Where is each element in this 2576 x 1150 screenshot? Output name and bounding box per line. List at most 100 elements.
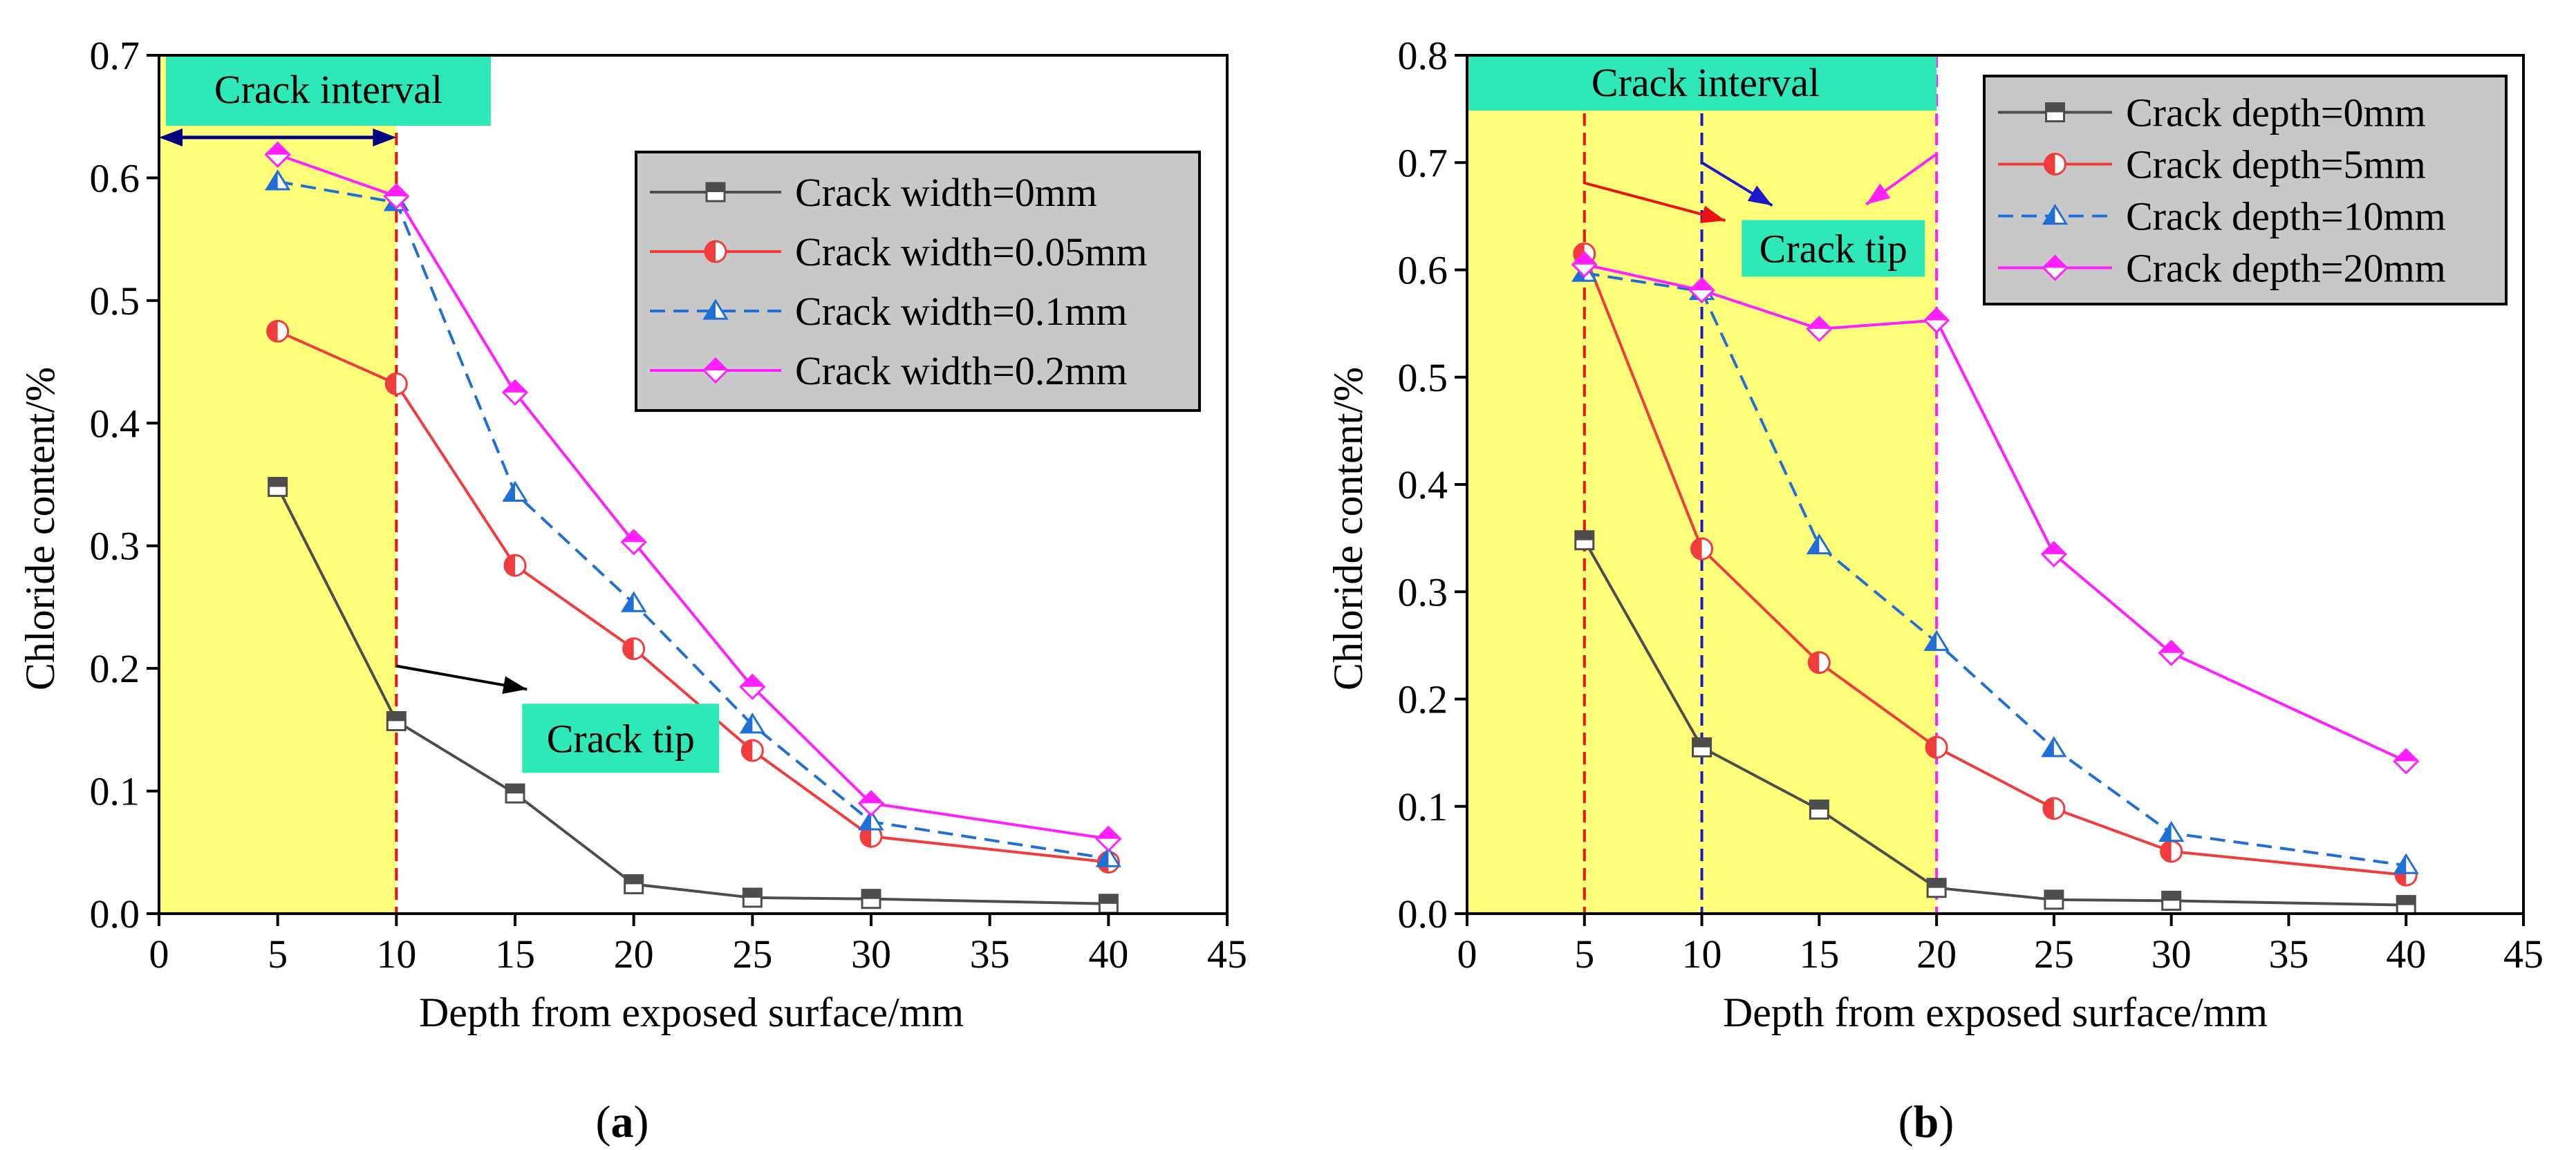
panel-b-series-3-point-2-fill xyxy=(1807,317,1831,329)
panel-a-series-3-point-5-fill xyxy=(859,791,883,804)
panel-a-ytick-label-4: 0.4 xyxy=(90,401,140,446)
panel-a-annotation-0-text: Crack interval xyxy=(214,67,442,112)
panel-b-ytick-label-4: 0.4 xyxy=(1398,462,1448,507)
panel-a-annotation-0: Crack interval xyxy=(166,54,491,126)
panel-b-xtick-label-9: 45 xyxy=(2503,932,2544,977)
panel-a: Crack interval Crack tip 0 5 10 15 20 25 30 35 40 4… xyxy=(17,33,1247,1147)
panel-b-series-1-point-1-fill xyxy=(1691,538,1702,560)
panel-b-legend-marker-3-fill xyxy=(2043,256,2067,268)
panel-a-label-letter: a xyxy=(611,1097,634,1147)
panel-b-ytick-label-2: 0.2 xyxy=(1398,677,1448,722)
panel-a-plot-area: Crack interval Crack tip 0 5 10 15 20 25 30 35 40 4… xyxy=(90,33,1248,977)
panel-b-series-1-point-2-fill xyxy=(1809,652,1820,673)
panel-b-ytick-label-6: 0.6 xyxy=(1398,248,1448,293)
panel-b-series-0-point-3-fill xyxy=(1928,878,1946,888)
panel-a-series-1-point-0-fill xyxy=(267,321,278,342)
panel-b-ytick-label-1: 0.1 xyxy=(1398,784,1448,829)
panel-a-series-1-point-2-fill xyxy=(505,555,515,576)
panel-a-ytick-label-5: 0.5 xyxy=(90,279,140,323)
panel-a-arrow-0-head xyxy=(502,676,528,695)
panel-a-ytick-label-6: 0.6 xyxy=(90,155,140,200)
panel-a-series-0-point-6-fill xyxy=(1099,894,1118,904)
panel-b-label: (b) xyxy=(1898,1097,1954,1147)
panel-b-arrow-0 xyxy=(1584,181,1726,223)
panel-b-legend: Crack depth=0mm Crack depth=5mm Crack dept… xyxy=(1983,75,2508,305)
panel-b: Crack interval Crack tip 0 5 10 15 20 25 30 35 40 4… xyxy=(1325,33,2544,1147)
panel-a-legend-label-2: Crack width=0.1mm xyxy=(795,289,1128,334)
panel-a-arrow-1 xyxy=(159,128,397,147)
panel-a-legend-marker-1-fill xyxy=(705,241,716,262)
panel-a-series-0-point-1-fill xyxy=(387,712,406,722)
panel-a-annotation-1: Crack tip xyxy=(522,704,720,773)
panel-b-legend-marker-1-fill xyxy=(2044,153,2055,175)
panel-b-series-1-point-3-fill xyxy=(1926,737,1937,758)
panel-a-series-2-point-3-fill xyxy=(622,593,634,612)
panel-b-series-3-point-3-fill xyxy=(1925,308,1949,321)
panel-b-series-2-point-2-fill xyxy=(1808,535,1820,554)
panel-b-annotation-0-text: Crack interval xyxy=(1592,60,1820,105)
panel-b-series-2-point-6-fill xyxy=(2395,855,2407,874)
panel-a-series-1-point-1-fill xyxy=(386,373,397,395)
panel-b-arrow-2 xyxy=(1865,153,1938,206)
panel-a-series-0-point-0-fill xyxy=(268,478,287,487)
panel-b-xtick-label-1: 5 xyxy=(1574,932,1594,977)
panel-b-series-0-point-1-fill xyxy=(1692,738,1711,748)
panel-b-series-2-point-4-fill xyxy=(2042,738,2054,757)
panel-b-series-0-point-2-fill xyxy=(1810,800,1829,810)
panel-a-series-0-point-3-fill xyxy=(624,875,643,885)
panel-b-annotation-0-box xyxy=(1467,55,1937,111)
panel-b-series-2-point-3-fill xyxy=(1925,632,1937,650)
panel-a-legend-label-3: Crack width=0.2mm xyxy=(795,348,1128,393)
panel-a-series-3-point-0-fill xyxy=(265,142,290,155)
panel-b-legend-label-2: Crack depth=10mm xyxy=(2126,194,2446,239)
panel-a-annotation-1-text: Crack tip xyxy=(547,716,695,761)
panel-a-series-3 xyxy=(264,141,1122,852)
panel-b-series-3-point-0-fill xyxy=(1572,252,1596,265)
panel-a-series-2-point-4-fill xyxy=(741,714,753,733)
panel-a-legend-marker-3-fill xyxy=(704,359,727,370)
panel-a-label: (a) xyxy=(596,1097,649,1147)
panel-a-ytick-label-2: 0.2 xyxy=(90,646,140,691)
panel-b-label-letter: b xyxy=(1914,1097,1939,1147)
panel-a-series-0-line xyxy=(276,486,1109,905)
panel-a-xlabel: Depth from exposed surface/mm xyxy=(419,990,964,1035)
panel-a-series-1 xyxy=(266,319,1120,874)
panel-b-annotation-1-text: Crack tip xyxy=(1760,226,1907,271)
panel-b-series-2-point-5-fill xyxy=(2160,822,2172,841)
panel-b-ytick-label-7: 0.7 xyxy=(1398,140,1448,185)
panel-a-annotation-1-box xyxy=(522,704,720,773)
panel-a-series-1-point-5-fill xyxy=(861,826,871,847)
panel-a-series-3-point-3-fill xyxy=(622,530,646,543)
panel-b-xtick-label-3: 15 xyxy=(1799,932,1839,977)
panel-b-xtick-label-0: 0 xyxy=(1457,932,1477,977)
panel-b-legend-marker-0-fill xyxy=(2046,103,2064,113)
panel-a-series-2-point-5-fill xyxy=(860,811,871,830)
panel-a-legend-marker-2-fill xyxy=(704,301,716,319)
panel-b-annotation-1: Crack tip xyxy=(1742,220,1925,277)
panel-a-annotation-0-box xyxy=(166,54,491,126)
panel-a-series-3-point-4-fill xyxy=(740,675,765,687)
panel-a-xtick-label-7: 35 xyxy=(970,932,1010,977)
panel-b-series-0-point-5-fill xyxy=(2162,892,2181,901)
panel-a-series-0-point-5-fill xyxy=(862,889,880,899)
panel-b-arrow-0-head xyxy=(1700,205,1726,223)
panel-a-series-1-point-3-fill xyxy=(623,638,634,659)
panel-b-arrow-2-head xyxy=(1866,183,1891,205)
panel-a-ytick-label-3: 0.3 xyxy=(90,524,140,569)
panel-b-series-0 xyxy=(1574,530,2416,916)
panel-a-legend-label-0: Crack width=0mm xyxy=(795,170,1097,215)
panel-a-series-0-point-4-fill xyxy=(743,888,762,898)
panel-a-ytick-label-1: 0.1 xyxy=(90,769,140,814)
panel-b-series-3-point-4-fill xyxy=(2042,542,2066,554)
panel-a-xtick-label-0: 0 xyxy=(149,932,169,977)
panel-b-series-3-point-6-fill xyxy=(2394,749,2418,762)
panel-a-series-2-point-2-fill xyxy=(504,482,515,501)
panel-a-axes-frame xyxy=(158,54,1229,915)
panel-b-series-3 xyxy=(1571,251,2420,775)
panel-a-series-1-point-4-fill xyxy=(742,740,753,762)
panel-a-ytick-label-7: 0.7 xyxy=(90,33,140,78)
panel-b-annotation-1-box xyxy=(1742,220,1925,277)
panel-a-legend-label-1: Crack width=0.05mm xyxy=(795,229,1148,274)
panel-b-series-3-point-5-fill xyxy=(2159,641,2183,653)
panel-a-xtick-label-9: 45 xyxy=(1207,932,1247,977)
